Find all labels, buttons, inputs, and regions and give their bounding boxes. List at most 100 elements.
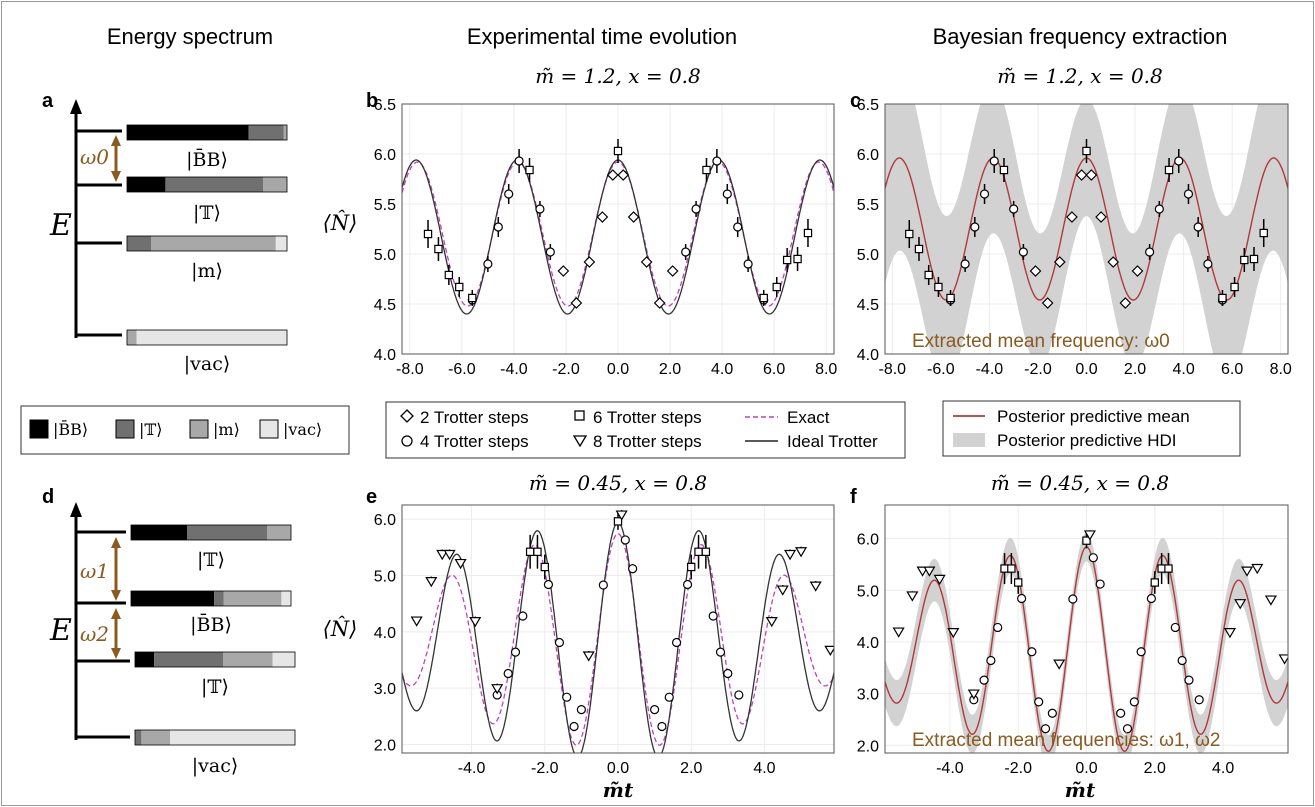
- spectrum-d-bar-3-outline: [134, 729, 296, 746]
- plot-c-point-diamond: [1075, 169, 1088, 181]
- spectrum-d-bar-2-segment-0: [135, 652, 155, 667]
- plot-e-point-triangle: [615, 510, 628, 521]
- plot-b-point-square: [444, 270, 454, 280]
- plot-e-point-triangle: [582, 651, 595, 662]
- plot-b: -8.0 -6.0 -4.0 -2.0 0.0 2.0 4.0 6.0 8.0 4.0 4.5 5.0…: [374, 97, 838, 378]
- plot-e-point-triangle: [784, 549, 797, 561]
- plot-e-point-triangle: [809, 581, 822, 592]
- plot-f-point-triangle: [1278, 654, 1288, 665]
- plot-f-point-square: [1164, 564, 1173, 573]
- state-legend-label-tetraquark: |𝕋⟩: [139, 420, 163, 439]
- legend-label-trotter6: 6 Trotter steps: [593, 408, 702, 427]
- plot-b-ytick-label: 5.5: [374, 197, 396, 214]
- plot-e-xtick-label: 0.0: [607, 760, 629, 777]
- plot-c-point-circle: [970, 222, 980, 232]
- spectrum-a-bar-3-segment-2: [127, 330, 137, 345]
- plot-f-ytick-label: 6.0: [857, 532, 879, 549]
- plot-f-point-square: [1082, 536, 1091, 545]
- plot-c-annotation: Extracted mean frequency: ω0: [912, 331, 1170, 352]
- spectrum-d-bar-0-segment-2: [267, 525, 291, 540]
- spectrum-a-bar-0-outline: [126, 124, 288, 141]
- panel-label-a: a: [42, 90, 54, 112]
- plot-b-point-diamond: [583, 256, 596, 268]
- plot-b-point-square: [525, 165, 534, 175]
- plot-e-xtick-label: -2.0: [531, 760, 559, 777]
- plot-b-point-diamond: [557, 265, 570, 277]
- spectrum-a-bar-0: [126, 124, 288, 141]
- plot-b-xtick-label: 8.0: [815, 361, 837, 378]
- plot-c-point-circle: [1193, 222, 1203, 232]
- plot-e-point-square: [533, 547, 542, 556]
- legend-label-trotter4: 4 Trotter steps: [420, 432, 529, 451]
- spectrum-a-bar-3: [126, 329, 288, 346]
- plot-f-point-square: [1013, 578, 1023, 587]
- state-legend-swatch-bbar: [29, 419, 49, 439]
- posterior-legend-mean-label: Posterior predictive mean: [997, 407, 1190, 426]
- plot-f-xlabel: m̃t: [1065, 778, 1096, 802]
- plot-e: -4.0 -2.0 0.0 2.0 4.0 2.0 3.0 4.0 5.0 6.0: [374, 504, 835, 777]
- plot-e-point-circle: [620, 535, 630, 545]
- plot-e-point-circle: [671, 637, 682, 648]
- spectrum-a-bar-1-segment-1: [165, 177, 263, 192]
- spectrum-d-bar-2-segment-2: [223, 652, 273, 667]
- plot-f-point-triangle: [906, 591, 919, 602]
- spectrum-d-bar-0-segment-1: [187, 525, 267, 540]
- spectrum-a-omega-label: ω0: [80, 145, 109, 169]
- spectrum-a-state-label-1: |𝕋⟩: [193, 202, 221, 224]
- spectrum-a-state-label-2: |m⟩: [191, 260, 223, 282]
- spectrum-d-bar-1-outline: [130, 590, 292, 607]
- plot-c-point-diamond: [1107, 256, 1120, 268]
- plot-b-xtick-label: 0.0: [607, 361, 629, 378]
- plot-f-point-square: [1000, 564, 1009, 573]
- spectrum-d-arrowhead: [70, 502, 82, 517]
- plot-e-point-circle: [708, 611, 718, 621]
- plot-c-point-circle: [979, 189, 990, 199]
- plot-f-ytick-label: 2.0: [857, 738, 879, 755]
- spectrum-d-bar-1-segment-1: [214, 591, 224, 606]
- header-bayesian: Bayesian frequency extraction: [933, 24, 1228, 49]
- plot-c-point-square: [934, 282, 943, 292]
- plot-e-ytick-label: 3.0: [374, 681, 396, 698]
- plot-e-point-square: [694, 547, 703, 556]
- plot-c-point-square: [1249, 254, 1259, 264]
- plot-c-point-circle: [1145, 247, 1155, 257]
- plot-f-point-triangle: [967, 689, 980, 700]
- plot-e-point-triangle: [795, 547, 808, 558]
- plot-c-point-square: [914, 244, 924, 254]
- spectrum-d-bar-2-segment-1: [154, 652, 223, 667]
- plot-c-xtick-label: 8.0: [1270, 361, 1292, 378]
- plot-e-point-circle: [723, 668, 733, 679]
- spectrum-d-bar-0-outline: [130, 524, 292, 541]
- plot-f-point-circle: [1146, 593, 1156, 604]
- plot-e-ytick-label: 5.0: [374, 568, 396, 585]
- plot-b-point-circle: [722, 189, 732, 199]
- plot-b-point-square: [702, 165, 711, 175]
- plot-f-point-circle: [1136, 647, 1146, 657]
- plot-f-point-circle: [1034, 697, 1044, 707]
- plot-e-point-circle: [628, 564, 638, 574]
- plot-c-point-circle: [1154, 204, 1164, 214]
- plot-f-point-circle: [1095, 579, 1105, 589]
- posterior-legend-hdi-label: Posterior predictive HDI: [997, 431, 1177, 450]
- plot-f-point-circle: [1068, 594, 1078, 604]
- plot-c-point-diamond: [1066, 211, 1078, 223]
- plot-e-point-square: [525, 547, 535, 556]
- plot-f-ytick-label: 5.0: [857, 583, 879, 600]
- state-legend-frame: [20, 405, 350, 455]
- plot-f-hdi-band: [885, 532, 1288, 753]
- spectrum-d-bar-1: [130, 590, 292, 607]
- panel-label-c: c: [850, 90, 861, 112]
- plot-e-point-triangle: [436, 549, 449, 561]
- plot-c-xtick-label: 2.0: [1124, 361, 1146, 378]
- spectrum-d-bar-0-segment-0: [131, 525, 187, 540]
- plot-b-point-diamond: [596, 211, 609, 223]
- plot-e-point-circle: [554, 637, 565, 648]
- state-legend-swatch-vacuum: [259, 419, 279, 439]
- plot-e-point-circle: [543, 579, 554, 590]
- panel-label-e: e: [366, 486, 377, 508]
- plot-c-point-diamond: [1053, 256, 1066, 268]
- plot-b-ytick-label: 4.5: [374, 297, 396, 314]
- plot-c-ytick-label: 6.0: [857, 147, 879, 164]
- plot-e-point-circle: [682, 579, 693, 590]
- spectrum-d-bar-1-segment-2: [223, 591, 282, 606]
